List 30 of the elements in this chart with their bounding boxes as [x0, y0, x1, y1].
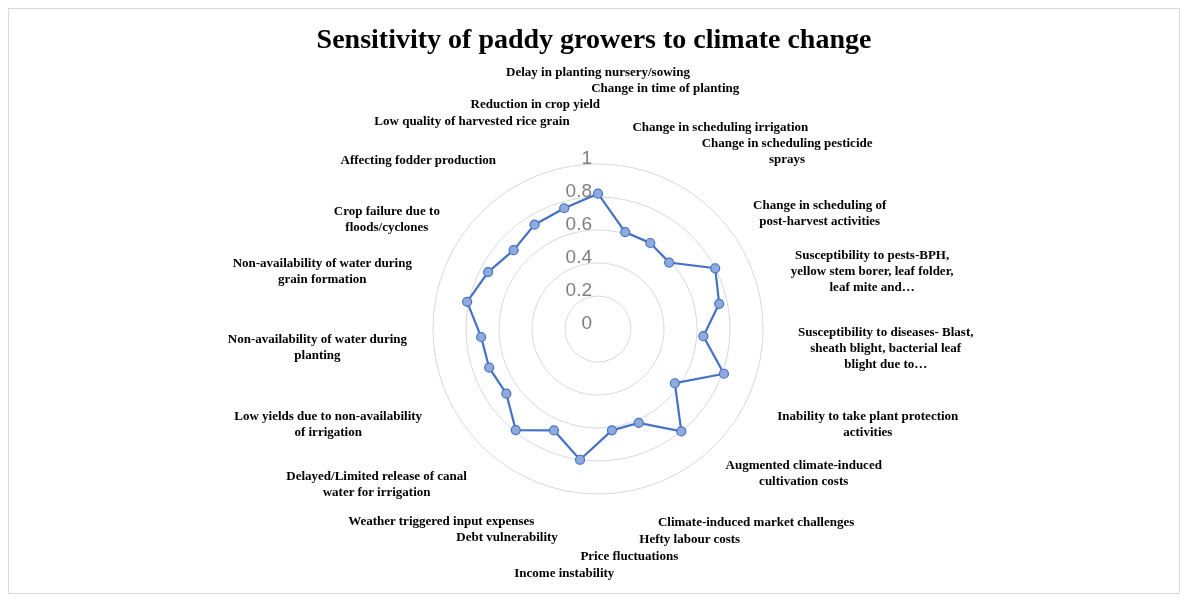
spoke-label: Inability to take plant protection activities: [777, 407, 960, 439]
y-tick-label: 1: [581, 147, 592, 168]
spoke-label: Hefty labour costs: [639, 531, 741, 547]
spoke-label: Susceptibility to diseases- Blast, sheath blight, bacterial leaf blight due to…: [797, 323, 974, 371]
spoke-label: Low yields due to non-availability of irrigation: [234, 407, 423, 439]
spoke-label: Affecting fodder production: [340, 152, 497, 168]
spoke-label: Delayed/Limited release of canal water for irrigation: [286, 468, 468, 500]
spoke-label: Susceptibility to pests-BPH, yellow stem borer, leaf folder, leaf mite and…: [790, 247, 954, 295]
spoke-label: Debt vulnerability: [456, 529, 559, 545]
spoke-label: Change in scheduling pesticide sprays: [701, 135, 873, 167]
spoke-label: Low quality of harvested rice grain: [374, 112, 571, 128]
spoke-label: Non-availability of water during grain formation: [232, 254, 413, 286]
spoke-label: Augmented climate-induced cultivation costs: [725, 457, 883, 489]
y-tick-label: 0: [581, 312, 592, 333]
spoke-label: Delay in planting nursery/sowing: [506, 63, 691, 79]
y-tick-label: 0.6: [565, 213, 592, 234]
spoke-label: Reduction in crop yield: [470, 96, 601, 112]
spoke-label: Change in scheduling of post-harvest activities: [753, 197, 887, 229]
spoke-label: Non-availability of water during planting: [227, 331, 408, 363]
spoke-label: Change in scheduling irrigation: [632, 118, 810, 134]
spoke-label: Weather triggered input expenses: [348, 512, 535, 528]
spoke-label: Climate-induced market challenges: [657, 514, 855, 530]
y-tick-label: 0.2: [565, 279, 592, 300]
spoke-label: Crop failure due to floods/cyclones: [333, 202, 440, 234]
spoke-label: Price fluctuations: [580, 547, 679, 563]
chart-title: Sensitivity of paddy growers to climate change: [315, 23, 873, 55]
spoke-label: Change in time of planting: [591, 80, 740, 96]
y-tick-label: 0.4: [565, 246, 593, 267]
y-tick-label: 0.8: [565, 180, 592, 201]
spoke-label: Income instability: [514, 564, 615, 580]
